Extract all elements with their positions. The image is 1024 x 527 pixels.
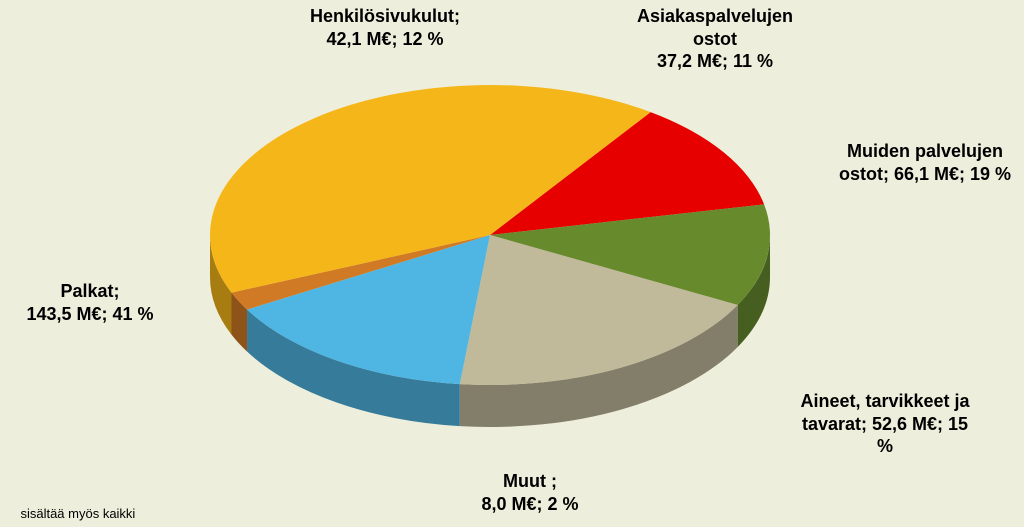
footnote-line1: sisältää myös kaikki — [20, 506, 135, 521]
label-henkilosivukulut: Henkilösivukulut; 42,1 M€; 12 % — [270, 5, 500, 50]
label-aineet: Aineet, tarvikkeet ja tavarat; 52,6 M€; … — [770, 390, 1000, 458]
label-muut: Muut ; 8,0 M€; 2 % — [430, 470, 630, 515]
footnote: sisältää myös kaikki liikelaitokset — [6, 490, 135, 527]
label-palkat: Palkat; 143,5 M€; 41 % — [0, 280, 180, 325]
label-muiden-palvelut: Muiden palvelujen ostot; 66,1 M€; 19 % — [820, 140, 1024, 185]
label-asiakaspalvelut: Asiakaspalvelujen ostot 37,2 M€; 11 % — [600, 5, 830, 73]
chart-stage: Henkilösivukulut; 42,1 M€; 12 % Asiakasp… — [0, 0, 1024, 527]
